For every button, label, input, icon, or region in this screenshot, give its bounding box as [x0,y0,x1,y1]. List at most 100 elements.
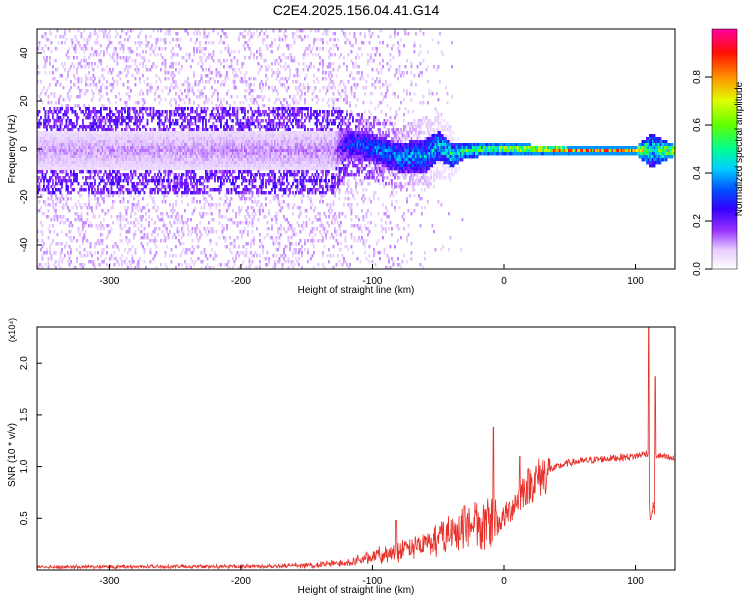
heatmap-cell [64,176,66,180]
heatmap-cell [241,146,243,150]
heatmap-cell [118,170,120,174]
heatmap-cell [242,164,245,168]
heatmap-cell [121,110,123,114]
heatmap-cell [154,98,156,102]
heatmap-cell [82,167,84,171]
heatmap-cell [46,140,48,144]
heatmap-cell [166,137,168,141]
heatmap-cell [158,116,161,120]
heatmap-cell [191,89,194,93]
heatmap-cell [175,152,177,156]
heatmap-cell [89,152,92,156]
heatmap-cell [244,77,246,81]
heatmap-cell [199,179,201,183]
heatmap-cell [80,266,83,269]
heatmap-cell [94,164,96,168]
heatmap-cell [53,230,56,234]
heatmap-cell [55,59,57,63]
heatmap-cell [170,260,173,264]
heatmap-cell [137,35,140,39]
heatmap-cell [208,131,210,135]
heatmap-cell [176,38,179,42]
heatmap-cell [224,134,227,138]
heatmap-cell [233,185,236,189]
heatmap-cell [139,137,141,141]
heatmap-cell [37,113,39,117]
heatmap-cell [109,134,111,138]
heatmap-cell [176,179,179,183]
heatmap-cell [146,77,149,81]
heatmap-cell [184,137,186,141]
heatmap-cell [91,155,93,159]
heatmap-cell [200,47,203,51]
heatmap-cell [53,110,56,114]
heatmap-cell [194,158,197,162]
heatmap-cell [170,131,173,135]
heatmap-cell [250,242,252,246]
heatmap-cell [53,218,56,222]
heatmap-cell [253,236,255,240]
heatmap-cell [101,197,104,201]
heatmap-cell [182,161,185,165]
heatmap-cell [257,191,260,195]
heatmap-cell [245,209,248,213]
heatmap-cell [185,188,188,192]
heatmap-cell [104,128,107,132]
heatmap-cell [233,80,236,84]
heatmap-cell [152,140,155,144]
heatmap-cell [229,116,231,120]
heatmap-cell [109,110,111,114]
heatmap-cell [196,38,198,42]
heatmap-cell [134,185,137,189]
heatmap-cell [211,212,213,216]
heatmap-cell [209,266,212,269]
heatmap-cell [242,191,245,195]
heatmap-cell [245,164,248,168]
heatmap-cell [85,89,87,93]
heatmap-cell [184,119,186,123]
heatmap-cell [56,140,59,144]
heatmap-cell [266,158,269,162]
heatmap-cell [214,188,216,192]
heatmap-cell [116,125,119,129]
heatmap-cell [220,188,222,192]
heatmap-cell [115,131,117,135]
heatmap-cell [244,170,246,174]
heatmap-cell [64,110,66,114]
heatmap-cell [136,131,138,135]
heatmap-cell [100,191,102,195]
heatmap-cell [221,143,224,147]
heatmap-cell [43,251,45,255]
heatmap-cell [215,134,218,138]
heatmap-cell [248,38,251,42]
heatmap-cell [67,128,69,132]
heatmap-cell [233,245,236,249]
heatmap-cell [68,143,71,147]
heatmap-cell [92,137,95,141]
heatmap-cell [202,212,204,216]
heatmap-cell [91,128,93,132]
heatmap-cell [41,167,44,171]
heatmap-cell [95,170,98,174]
heatmap-cell [260,164,263,168]
heatmap-cell [65,218,68,222]
heatmap-cell [259,122,261,126]
heatmap-cell [163,149,165,153]
heatmap-cell [242,167,245,171]
heatmap-cell [175,62,177,66]
heatmap-cell [193,101,195,105]
heatmap-cell [208,32,210,36]
heatmap-cell [59,242,62,246]
heatmap-cell [137,152,140,156]
heatmap-cell [191,212,194,216]
heatmap-cell [107,233,110,237]
heatmap-cell [196,95,198,99]
heatmap-cell [230,182,233,186]
heatmap-cell [205,113,207,117]
heatmap-cell [136,167,138,171]
heatmap-cell [181,152,183,156]
heatmap-cell [146,137,149,141]
heatmap-cell [242,152,245,156]
heatmap-cell [100,59,102,63]
heatmap-cell [88,176,90,180]
